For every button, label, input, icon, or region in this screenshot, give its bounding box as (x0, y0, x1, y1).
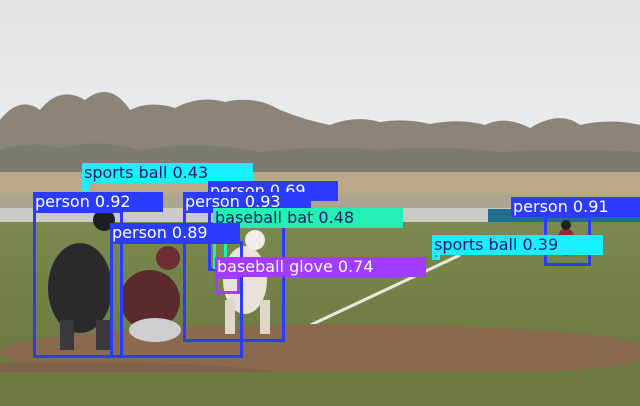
detection-label: baseball bat 0.48 (213, 208, 403, 228)
detection-label: person 0.93 (183, 192, 311, 212)
detection-label: sports ball 0.39 (432, 235, 603, 255)
detection-label: person 0.92 (33, 192, 163, 212)
detection-label: person 0.89 (110, 223, 240, 243)
detection-box-baseball-glove (215, 276, 240, 294)
detection-label: sports ball 0.43 (82, 163, 253, 183)
detection-label: person 0.91 (511, 197, 640, 217)
detection-box-sports-ball (82, 183, 90, 191)
detection-label: baseball glove 0.74 (215, 257, 426, 277)
